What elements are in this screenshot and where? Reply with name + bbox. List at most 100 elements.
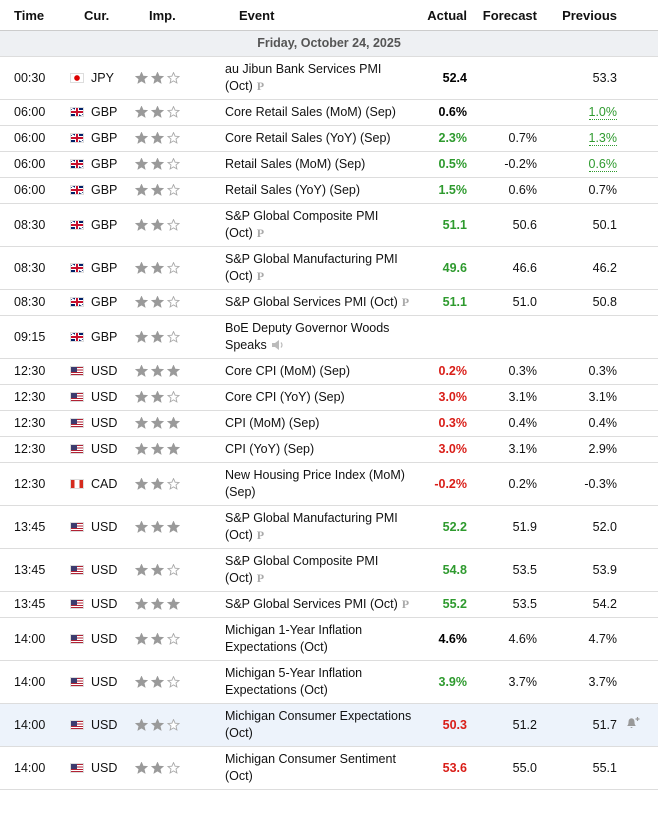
- actual: 51.1: [417, 203, 475, 247]
- event-row: 12:30 USD Core CPI (MoM) (Sep) 0.2% 0.3% 0.3%: [0, 358, 658, 385]
- flag-icon: [70, 633, 84, 644]
- previous-cell: 51.7: [545, 703, 625, 747]
- star: [166, 183, 181, 196]
- star-shape: [150, 157, 165, 170]
- star-shape: [166, 674, 181, 688]
- star: [166, 717, 181, 731]
- alert-bell[interactable]: [625, 716, 641, 730]
- currency: GBP: [91, 295, 118, 309]
- header-cell[interactable]: Event: [225, 0, 417, 31]
- actual: 0.5%: [417, 151, 475, 178]
- star-shape: [166, 519, 181, 533]
- previous-cell: 52.0: [545, 505, 625, 549]
- time: 09:15: [0, 315, 70, 359]
- event: CPI (MoM) (Sep): [225, 416, 320, 430]
- time: 08:30: [0, 289, 70, 316]
- previous-cell: 54.2: [545, 591, 625, 618]
- star-shape: [134, 631, 149, 645]
- star-shape: [150, 416, 165, 429]
- date-row: Friday, October 24, 2025: [0, 30, 658, 57]
- event-row: 08:30 GBP S&P Global Manufacturing PMI (Oc…: [0, 246, 658, 290]
- star: [150, 442, 165, 455]
- time: 14:00: [0, 617, 70, 661]
- alert-cell: [625, 617, 658, 661]
- actual: 54.8: [417, 548, 475, 592]
- star: [150, 760, 165, 774]
- actual: [417, 315, 475, 359]
- event: Michigan 5-Year Inflation Expectations (…: [225, 666, 363, 697]
- previous-cell: 4.7%: [545, 617, 625, 661]
- event-cell: S&P Global Manufacturing PMI (Oct) P: [225, 505, 417, 549]
- header-cell[interactable]: Actual: [417, 0, 475, 31]
- forecast: 53.5: [475, 591, 545, 618]
- forecast: 4.6%: [475, 617, 545, 661]
- time: 06:00: [0, 177, 70, 204]
- time: 12:30: [0, 462, 70, 506]
- star: [134, 760, 149, 774]
- time: 13:45: [0, 591, 70, 618]
- star: [166, 131, 181, 144]
- alert-cell: [625, 384, 658, 411]
- previous-cell: 50.8: [545, 289, 625, 316]
- star-shape: [166, 131, 181, 144]
- forecast: 53.5: [475, 548, 545, 592]
- flag-icon: [70, 297, 84, 307]
- star-shape: [150, 131, 165, 144]
- alert-cell: [625, 315, 658, 359]
- currency-cell: GBP: [70, 203, 135, 247]
- star: [166, 70, 181, 84]
- importance: [134, 746, 225, 790]
- currency: USD: [91, 519, 118, 534]
- header-cell[interactable]: Imp.: [135, 0, 225, 31]
- actual: 51.1: [417, 289, 475, 316]
- star: [134, 70, 149, 84]
- event-cell: au Jibun Bank Services PMI (Oct) P: [225, 56, 417, 100]
- star: [166, 760, 181, 774]
- star: [166, 105, 181, 118]
- forecast: -0.2%: [475, 151, 545, 178]
- header-cell[interactable]: Time: [0, 0, 70, 31]
- star-shape: [166, 476, 181, 490]
- currency: CAD: [91, 476, 118, 491]
- star-shape: [150, 260, 165, 274]
- header-cell[interactable]: Previous: [545, 0, 625, 31]
- forecast: 51.2: [475, 703, 545, 747]
- star: [166, 217, 181, 231]
- importance: [134, 125, 225, 152]
- star-shape: [166, 260, 181, 274]
- previous-cell: -0.3%: [545, 462, 625, 506]
- event: BoE Deputy Governor Woods Speaks: [225, 321, 390, 352]
- event: Core Retail Sales (YoY) (Sep): [225, 131, 391, 145]
- actual: -0.2%: [417, 462, 475, 506]
- star-shape: [166, 390, 181, 403]
- star: [166, 329, 181, 343]
- actual: 52.2: [417, 505, 475, 549]
- forecast: 3.1%: [475, 384, 545, 411]
- event-cell: Core Retail Sales (YoY) (Sep): [225, 125, 417, 152]
- star-shape: [134, 131, 149, 144]
- star: [150, 519, 165, 533]
- star-shape: [150, 717, 165, 731]
- star-shape: [150, 364, 165, 377]
- currency: USD: [91, 631, 118, 646]
- bell: [627, 717, 636, 728]
- previous: -0.3%: [584, 476, 617, 491]
- actual: 3.0%: [417, 384, 475, 411]
- header-cell[interactable]: Cur.: [70, 0, 135, 31]
- forecast: 55.0: [475, 746, 545, 790]
- event-cell: Retail Sales (MoM) (Sep): [225, 151, 417, 178]
- star: [150, 631, 165, 645]
- importance: [134, 703, 225, 747]
- star: [150, 597, 165, 610]
- importance: [134, 315, 225, 359]
- preliminary-badge: P: [256, 79, 265, 93]
- actual: 52.4: [417, 56, 475, 100]
- header-cell[interactable]: Forecast: [475, 0, 545, 31]
- currency-cell: GBP: [70, 246, 135, 290]
- event: S&P Global Services PMI (Oct): [225, 597, 398, 611]
- time: 08:30: [0, 203, 70, 247]
- forecast: 0.4%: [475, 410, 545, 437]
- currency: USD: [91, 562, 118, 577]
- star: [134, 416, 149, 429]
